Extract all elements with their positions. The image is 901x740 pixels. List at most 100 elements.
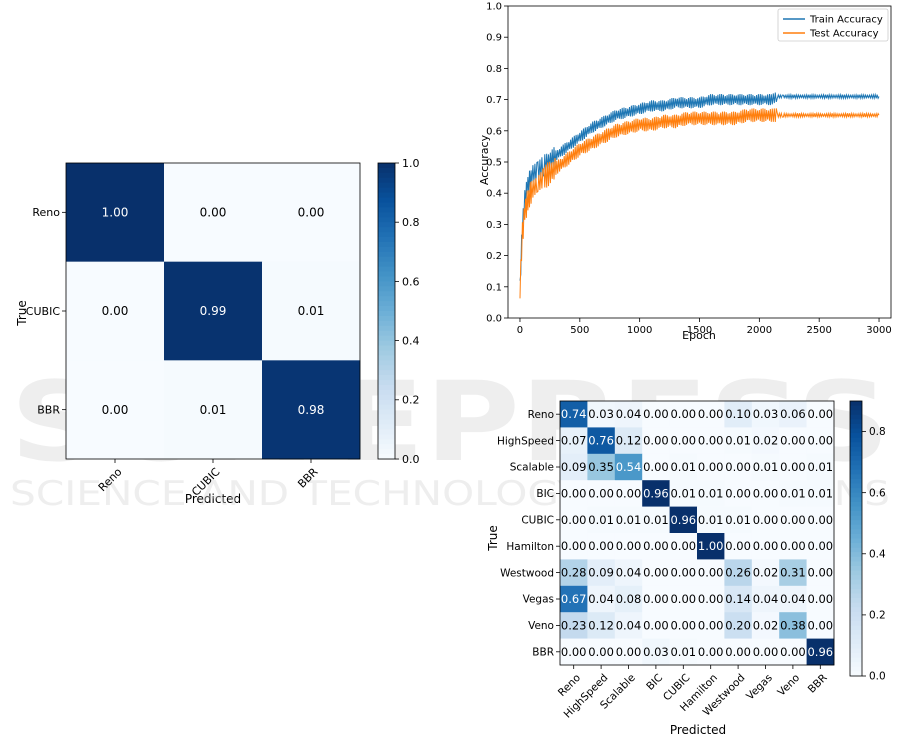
cell-value-label: 0.00 xyxy=(807,513,833,527)
heatmap-cell xyxy=(806,506,835,534)
heatmap-cell xyxy=(724,427,753,455)
y-tick-label: Hamilton xyxy=(506,541,554,553)
cell-value-label: 0.00 xyxy=(780,434,806,448)
colorbar-segment xyxy=(850,506,862,512)
y-tick-label: 0.1 xyxy=(486,282,502,293)
colorbar-segment xyxy=(850,666,862,673)
cell-value-label: 0.02 xyxy=(753,618,779,632)
heatmap-cell xyxy=(66,163,165,262)
cell-value-label: 0.00 xyxy=(753,486,779,500)
heatmap-cell xyxy=(806,585,835,613)
legend-label: Test Accuracy xyxy=(809,29,879,40)
heatmap-cell xyxy=(614,559,643,587)
cell-value-label: 0.00 xyxy=(725,539,751,553)
heatmap-cell xyxy=(587,612,616,639)
cell-value-label: 0.00 xyxy=(588,486,614,500)
cell-value-label: 0.00 xyxy=(670,539,696,553)
colorbar-segment xyxy=(850,515,862,521)
heatmap-cell xyxy=(806,533,835,560)
heatmap-cell xyxy=(669,559,698,587)
colorbar-segment xyxy=(378,286,395,292)
colorbar-tick-label: 1.0 xyxy=(402,157,420,170)
colorbar-segment xyxy=(850,657,862,663)
y-tick-label: 1.0 xyxy=(486,2,502,13)
cell-value-label: 0.01 xyxy=(588,513,614,527)
heatmap-cell xyxy=(669,585,698,613)
y-tick-label: 0.6 xyxy=(486,126,502,137)
cell-value-label: 0.00 xyxy=(616,645,642,659)
colorbar-segment xyxy=(850,401,862,407)
colorbar-segment xyxy=(850,423,862,430)
cell-value-label: 0.00 xyxy=(698,566,724,580)
heatmap-cell xyxy=(262,261,361,361)
heatmap-cell xyxy=(697,401,725,428)
cell-value-label: 0.00 xyxy=(643,460,669,474)
colorbar-segment xyxy=(850,451,862,457)
cell-value-label: 0.00 xyxy=(102,304,129,318)
cell-value-label: 1.00 xyxy=(102,206,129,220)
colorbar-segment xyxy=(378,212,395,218)
colorbar-segment xyxy=(378,444,395,450)
colorbar-segment xyxy=(378,380,395,386)
plot-frame xyxy=(507,5,892,319)
colorbar-segment xyxy=(850,446,862,453)
heatmap-cell xyxy=(587,533,616,560)
colorbar-segment xyxy=(378,365,395,371)
cell-value-label: 0.01 xyxy=(643,513,669,527)
heatmap-cell xyxy=(779,533,807,560)
cell-value-label: 0.01 xyxy=(200,403,227,417)
heatmap-cell xyxy=(560,506,588,534)
heatmap-cell xyxy=(751,638,780,666)
heatmap-cell xyxy=(779,427,807,455)
colorbar-segment xyxy=(378,394,395,401)
line-chart-plot: 0.0 0.1 0.2 0.3 0.4 0.5 0.6 0.7 0.8 0.9 1.0 0 500 100… xyxy=(486,2,892,337)
cell-value-label: 0.00 xyxy=(643,566,669,580)
heatmap-cell xyxy=(262,163,361,262)
heatmap-cell xyxy=(697,612,725,639)
cell-value-label: 0.00 xyxy=(670,434,696,448)
y-tick-label: 0.3 xyxy=(486,220,502,231)
heatmap-cell xyxy=(642,427,670,455)
heatmap-cell xyxy=(560,453,588,481)
colorbar-segment xyxy=(378,192,395,199)
colorbar-segment xyxy=(850,625,862,631)
heatmap-cell xyxy=(724,506,753,534)
heatmap-cell xyxy=(614,480,643,507)
y-tick-label: 0.2 xyxy=(486,251,502,262)
colorbar-segment xyxy=(850,501,862,508)
colorbar-segment xyxy=(378,266,395,273)
cell-value-label: 0.07 xyxy=(561,434,587,448)
heatmap-cell xyxy=(642,533,670,560)
colorbar-segment xyxy=(850,634,862,640)
colorbar-segment xyxy=(378,360,395,366)
heatmap-cell xyxy=(560,638,588,666)
cell-value-label: 0.00 xyxy=(807,434,833,448)
heatmap-cell xyxy=(614,533,643,560)
cell-value-label: 0.01 xyxy=(807,486,833,500)
heatmap-cell xyxy=(724,612,753,639)
cell-value-label: 0.01 xyxy=(807,460,833,474)
colorbar-segment xyxy=(850,584,862,590)
colorbar-segment xyxy=(850,511,862,517)
colorbar-segment xyxy=(378,167,395,174)
cell-value-label: 0.28 xyxy=(561,566,587,580)
cell-value-label: 0.12 xyxy=(616,434,642,448)
heatmap-cell xyxy=(560,612,588,639)
colorbar-segment xyxy=(378,163,395,169)
heatmap-cell xyxy=(642,559,670,587)
heatmap-cell xyxy=(587,427,616,455)
colorbar-segment xyxy=(850,437,862,443)
colorbar-segment xyxy=(378,409,395,416)
cell-value-label: 0.00 xyxy=(643,618,669,632)
cell-value-label: 0.35 xyxy=(588,460,614,474)
cell-value-label: 0.98 xyxy=(298,403,325,417)
colorbar-segment xyxy=(378,281,395,287)
cell-value-label: 0.01 xyxy=(753,460,779,474)
cell-value-label: 0.12 xyxy=(588,618,614,632)
heatmap-cell xyxy=(164,163,263,262)
heatmap-cell xyxy=(262,360,361,460)
colorbar-segment xyxy=(850,460,862,466)
cell-value-label: 0.00 xyxy=(561,539,587,553)
colorbar-segment xyxy=(850,575,862,581)
